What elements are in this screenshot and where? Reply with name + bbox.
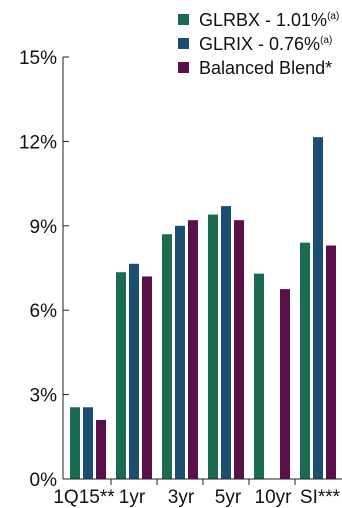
bar (162, 234, 172, 479)
bar (129, 264, 139, 479)
y-tick-label: 6% (30, 301, 58, 322)
bar (96, 420, 106, 479)
legend-label: GLRIX - 0.76%(a) (199, 34, 332, 54)
bar (142, 276, 152, 479)
x-tick-label: 1Q15** (53, 487, 115, 508)
bar (188, 220, 198, 479)
bar (116, 272, 126, 479)
x-tick-label: 5yr (215, 487, 242, 508)
x-tick-label: 3yr (168, 487, 195, 508)
x-tick-label: SI*** (300, 487, 341, 508)
legend: GLRBX - 1.01%(a) GLRIX - 0.76%(a) Balanced… (178, 10, 339, 78)
legend-superscript: (a) (327, 11, 339, 22)
legend-superscript: (a) (320, 35, 332, 46)
bar (234, 220, 244, 479)
bar (208, 215, 218, 479)
bar (221, 206, 231, 479)
y-tick-label: 3% (30, 386, 58, 407)
bar (83, 407, 93, 479)
bar (326, 245, 336, 479)
bar (70, 407, 80, 479)
bars (70, 137, 336, 479)
legend-swatch (178, 38, 189, 49)
x-tick-label: 10yr (255, 487, 293, 508)
bar (300, 243, 310, 479)
legend-label: Balanced Blend* (199, 58, 332, 78)
bar (280, 289, 290, 479)
bar (175, 226, 185, 479)
bar (254, 274, 264, 479)
x-tick-label: 1yr (119, 487, 146, 508)
legend-swatch (178, 62, 189, 73)
legend-label: GLRBX - 1.01%(a) (199, 10, 339, 30)
y-tick-label: 12% (19, 132, 57, 153)
legend-swatch (178, 14, 189, 25)
y-tick-label: 15% (19, 48, 57, 69)
bar (313, 137, 323, 479)
y-tick-label: 9% (30, 217, 58, 238)
